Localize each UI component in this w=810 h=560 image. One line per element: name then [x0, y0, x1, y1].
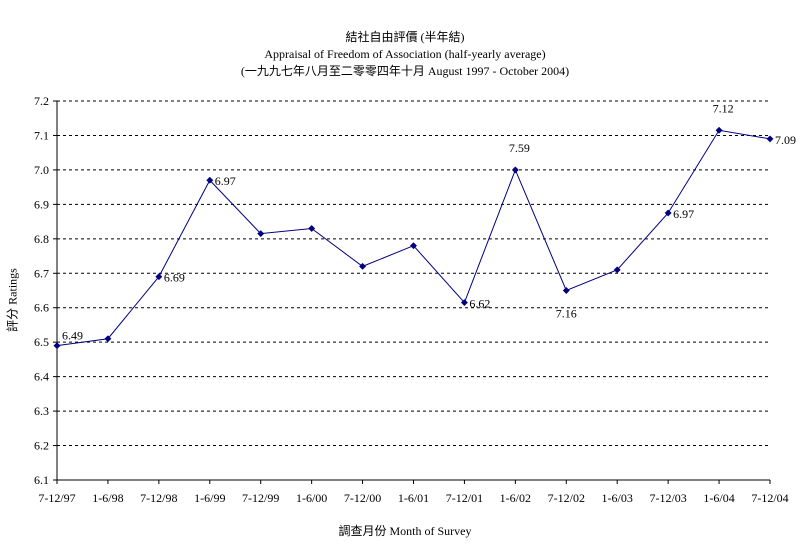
y-tick-label: 6.3 — [34, 404, 49, 418]
data-point — [460, 299, 468, 307]
x-tick-label: 7-12/00 — [344, 491, 381, 505]
y-tick-label: 6.5 — [34, 335, 49, 349]
data-point — [715, 126, 723, 134]
y-tick-label: 6.8 — [34, 232, 49, 246]
x-tick-label: 7-12/04 — [751, 491, 788, 505]
x-tick-label: 1-6/00 — [296, 491, 327, 505]
data-point — [664, 209, 672, 217]
data-labels: 6.49 6.69 6.97 6.62 7.59 7.16 6.97 7.12 7.09 — [62, 101, 796, 342]
series — [53, 126, 774, 350]
data-label: 6.49 — [62, 329, 83, 343]
data-point — [206, 176, 214, 184]
data-point — [562, 286, 570, 295]
y-tick-label: 6.2 — [34, 439, 49, 453]
data-point — [613, 266, 621, 274]
chart-title: 結社自由評價 (半年結) — [345, 30, 465, 44]
data-label: 7.59 — [509, 141, 530, 155]
data-label: 6.62 — [469, 297, 490, 311]
chart-subtitle-range: (一九九七年八月至二零零四年十月 August 1997 - October 2… — [240, 64, 570, 78]
x-tick-label: 1-6/03 — [602, 491, 633, 505]
x-tick-label: 1-6/98 — [92, 491, 123, 505]
x-tick-label: 7-12/01 — [446, 491, 483, 505]
data-label: 7.16 — [556, 307, 577, 321]
data-label: 6.97 — [673, 207, 694, 221]
x-tick-label: 1-6/01 — [398, 491, 429, 505]
x-tick-label: 7-12/98 — [140, 491, 177, 505]
series-line — [56, 129, 771, 347]
data-point — [257, 230, 265, 238]
y-axis-label: 評分 Ratings — [5, 268, 20, 332]
data-point — [359, 262, 367, 270]
x-tick-label: 7-12/97 — [38, 491, 75, 505]
data-label: 7.12 — [713, 101, 734, 115]
gridlines — [57, 100, 770, 447]
y-tick-label: 6.4 — [34, 370, 49, 384]
data-label: 7.09 — [775, 133, 796, 147]
x-tick-label: 1-6/99 — [194, 491, 225, 505]
x-tick-label: 7-12/02 — [548, 491, 585, 505]
chart-subtitle: Appraisal of Freedom of Association (hal… — [264, 47, 546, 61]
y-tick-label: 6.6 — [34, 301, 49, 315]
data-point — [308, 224, 316, 233]
x-axis-label: 調查月份 Month of Survey — [338, 524, 472, 538]
axes: 6.1 6.2 6.3 6.4 6.5 6.6 6.7 6.8 6.9 7.0 7.1 7.2 7-12… — [34, 94, 789, 505]
x-tick-label: 1-6/04 — [703, 491, 734, 505]
data-point — [511, 166, 519, 174]
data-point — [53, 342, 61, 350]
x-tick-label: 7-12/99 — [242, 491, 279, 505]
data-label: 6.97 — [215, 174, 236, 188]
data-point — [766, 135, 774, 143]
y-tick-label: 7.0 — [34, 163, 49, 177]
x-tick-label: 7-12/03 — [649, 491, 686, 505]
data-point — [409, 242, 418, 250]
data-label: 6.69 — [164, 271, 185, 285]
y-tick-label: 6.1 — [34, 473, 49, 487]
y-tick-label: 7.1 — [34, 128, 49, 142]
y-tick-label: 7.2 — [34, 94, 49, 108]
data-point — [155, 273, 163, 281]
x-tick-label: 1-6/02 — [500, 491, 531, 505]
y-tick-label: 6.7 — [34, 266, 49, 280]
data-point — [104, 335, 112, 343]
y-tick-label: 6.9 — [34, 197, 49, 211]
